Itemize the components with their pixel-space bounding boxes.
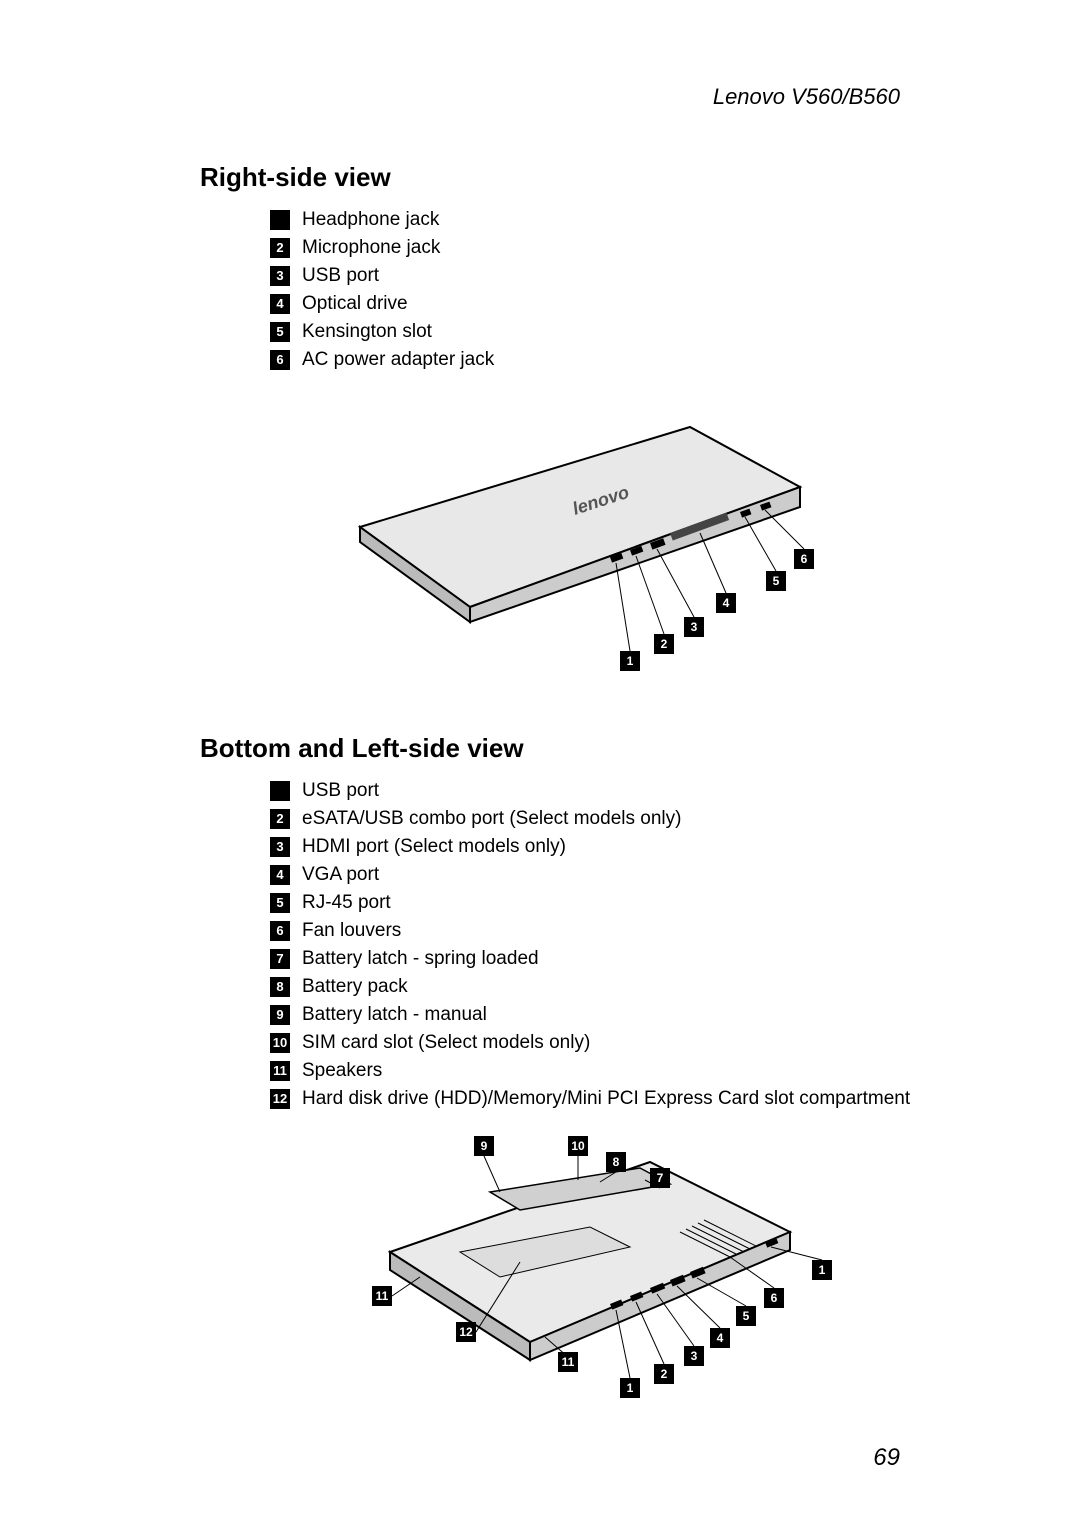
- num-box: 7: [270, 949, 290, 969]
- list-item: 2 Microphone jack: [270, 235, 960, 261]
- item-label: AC power adapter jack: [302, 347, 494, 373]
- leader-line: [657, 1294, 694, 1346]
- callout-box: 6: [794, 549, 814, 569]
- item-label: HDMI port (Select models only): [302, 834, 566, 860]
- list-item: 9 Battery latch - manual: [270, 1002, 960, 1028]
- callout-box: 2: [654, 1364, 674, 1384]
- num-box: 5: [270, 893, 290, 913]
- callout-box: 6: [764, 1288, 784, 1308]
- bottom-left-figure: 9 10 8 7 11 12 11 1 2 3 4 5 6 1: [310, 1132, 870, 1432]
- laptop-right-illustration: lenovo: [310, 407, 870, 687]
- right-side-item-list: Headphone jack 2 Microphone jack 3 USB por…: [270, 207, 960, 373]
- callout-box: 10: [568, 1136, 588, 1156]
- leader-line: [745, 517, 776, 571]
- num-box: [270, 781, 290, 801]
- item-label: RJ-45 port: [302, 890, 391, 916]
- list-item: 4 VGA port: [270, 862, 960, 888]
- item-label: Headphone jack: [302, 207, 439, 233]
- leader-line: [765, 510, 804, 549]
- list-item: 8 Battery pack: [270, 974, 960, 1000]
- callout-box: 11: [372, 1286, 392, 1306]
- item-label: Kensington slot: [302, 319, 432, 345]
- num-box: 8: [270, 977, 290, 997]
- right-side-figure: lenovo 1 2 3 4 5 6: [310, 407, 870, 687]
- num-box: 6: [270, 921, 290, 941]
- num-box: [270, 210, 290, 230]
- callout-box: 2: [654, 634, 674, 654]
- num-box: 11: [270, 1061, 290, 1081]
- list-item: 4 Optical drive: [270, 291, 960, 317]
- item-label: VGA port: [302, 862, 379, 888]
- list-item: 5 RJ-45 port: [270, 890, 960, 916]
- num-box: 12: [270, 1089, 290, 1109]
- leader-line: [657, 549, 694, 617]
- callout-box: 12: [456, 1322, 476, 1342]
- num-box: 5: [270, 322, 290, 342]
- callout-box: 1: [620, 1378, 640, 1398]
- num-box: 3: [270, 266, 290, 286]
- item-label: Battery latch - manual: [302, 1002, 487, 1028]
- item-label: Hard disk drive (HDD)/Memory/Mini PCI Ex…: [302, 1086, 910, 1112]
- item-label: Microphone jack: [302, 235, 440, 261]
- item-label: Battery pack: [302, 974, 408, 1000]
- callout-box: 7: [650, 1168, 670, 1188]
- callout-box: 4: [710, 1328, 730, 1348]
- bottom-left-item-list: USB port 2 eSATA/USB combo port (Select m…: [270, 778, 960, 1112]
- callout-box: 1: [620, 651, 640, 671]
- leader-line: [700, 533, 726, 593]
- item-label: USB port: [302, 778, 379, 804]
- num-box: 3: [270, 837, 290, 857]
- list-item: Headphone jack: [270, 207, 960, 233]
- list-item: 11 Speakers: [270, 1058, 960, 1084]
- leader-line: [636, 556, 664, 634]
- item-label: USB port: [302, 263, 379, 289]
- leader-line: [484, 1156, 500, 1192]
- callout-box: 4: [716, 593, 736, 613]
- list-item: 7 Battery latch - spring loaded: [270, 946, 960, 972]
- list-item: 6 Fan louvers: [270, 918, 960, 944]
- list-item: 5 Kensington slot: [270, 319, 960, 345]
- section-heading-bottom-left: Bottom and Left-side view: [200, 733, 960, 764]
- section-heading-right-side: Right-side view: [200, 162, 960, 193]
- callout-box: 9: [474, 1136, 494, 1156]
- item-label: Fan louvers: [302, 918, 401, 944]
- leader-line: [697, 1278, 746, 1306]
- list-item: 3 HDMI port (Select models only): [270, 834, 960, 860]
- num-box: 9: [270, 1005, 290, 1025]
- num-box: 2: [270, 238, 290, 258]
- list-item: 2 eSATA/USB combo port (Select models onl…: [270, 806, 960, 832]
- list-item: 3 USB port: [270, 263, 960, 289]
- list-item: 6 AC power adapter jack: [270, 347, 960, 373]
- item-label: Optical drive: [302, 291, 408, 317]
- callout-box: 11: [558, 1352, 578, 1372]
- num-box: 4: [270, 865, 290, 885]
- page-header: Lenovo V560/B560: [713, 84, 900, 110]
- list-item: 12 Hard disk drive (HDD)/Memory/Mini PCI …: [270, 1086, 960, 1112]
- leader-line: [636, 1302, 664, 1364]
- page-number: 69: [873, 1444, 900, 1472]
- num-box: 4: [270, 294, 290, 314]
- item-label: Speakers: [302, 1058, 382, 1084]
- callout-box: 8: [606, 1152, 626, 1172]
- callout-box: 1: [812, 1260, 832, 1280]
- list-item: 10 SIM card slot (Select models only): [270, 1030, 960, 1056]
- num-box: 2: [270, 809, 290, 829]
- item-label: SIM card slot (Select models only): [302, 1030, 590, 1056]
- num-box: 6: [270, 350, 290, 370]
- list-item: USB port: [270, 778, 960, 804]
- item-label: Battery latch - spring loaded: [302, 946, 539, 972]
- laptop-bottom-illustration: [310, 1132, 870, 1432]
- callout-box: 3: [684, 617, 704, 637]
- callout-box: 5: [766, 571, 786, 591]
- leader-line: [616, 563, 630, 651]
- callout-box: 3: [684, 1346, 704, 1366]
- item-label: eSATA/USB combo port (Select models only…: [302, 806, 681, 832]
- num-box: 10: [270, 1033, 290, 1053]
- callout-box: 5: [736, 1306, 756, 1326]
- leader-line: [677, 1286, 720, 1328]
